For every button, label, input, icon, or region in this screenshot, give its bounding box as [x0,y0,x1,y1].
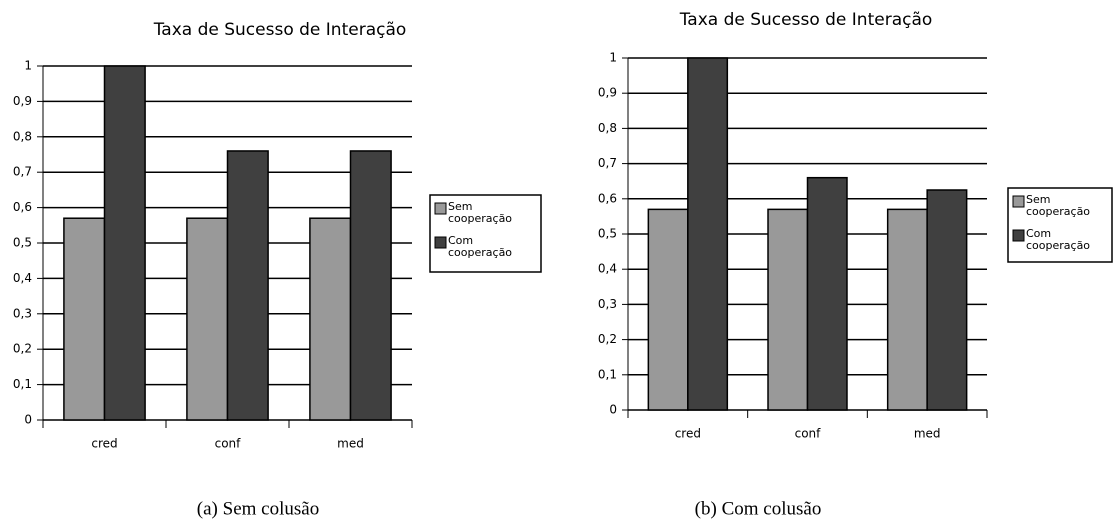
y-tick-label: 0,8 [598,121,617,135]
bar [103,65,146,421]
bar [926,189,968,411]
y-tick-label: 0 [609,403,617,417]
bar [226,150,269,421]
legend-label: Sem cooperação [1026,194,1091,218]
legend-label: Sem cooperação [448,201,513,225]
legend-swatch [434,202,447,215]
x-tick-label: conf [795,427,822,441]
caption: (a) Sem colusão [197,498,319,519]
y-tick-label: 0,1 [13,377,32,391]
bar [767,208,809,411]
bar [806,176,848,411]
x-tick-label: cred [675,427,701,441]
y-tick-label: 0,4 [13,271,32,285]
legend-item: Com cooperação [448,235,513,259]
x-tick-label: cred [91,437,117,451]
y-tick-label: 0,9 [13,94,32,108]
y-tick-label: 0,5 [598,227,617,241]
bar [63,217,106,421]
chart-title: Taxa de Sucesso de Interação [679,10,933,30]
y-tick-label: 1 [24,59,32,73]
y-tick-label: 0,5 [13,236,32,250]
bar [886,208,928,411]
y-tick-label: 0,3 [598,297,617,311]
x-tick-label: med [914,427,941,441]
legend-item: Com cooperação [1026,228,1091,252]
y-tick-label: 0,6 [13,200,32,214]
x-tick-label: med [337,437,364,451]
y-tick-label: 0,2 [13,342,32,356]
legend-swatch [434,236,447,249]
y-tick-label: 0,7 [598,156,617,170]
legend-swatch [1012,229,1025,242]
bar [309,217,352,421]
y-tick-label: 0,3 [13,306,32,320]
legend-swatch [1012,195,1025,208]
caption: (b) Com colusão [695,498,822,519]
y-tick-label: 0,2 [598,332,617,346]
y-tick-label: 0 [24,413,32,427]
legend-box [1007,187,1113,263]
y-tick-label: 0,9 [598,86,617,100]
y-tick-label: 0,4 [598,262,617,276]
y-tick-label: 0,7 [13,165,32,179]
y-tick-label: 1 [609,51,617,65]
y-tick-label: 0,6 [598,191,617,205]
bar [349,150,392,421]
bar [687,57,729,411]
bar [186,217,229,421]
legend-item: Sem cooperação [1026,194,1091,218]
x-tick-label: conf [215,437,242,451]
legend-label: Com cooperação [1026,228,1091,252]
y-tick-label: 0,8 [13,129,32,143]
legend-label: Com cooperação [448,235,513,259]
chart-title: Taxa de Sucesso de Interação [153,20,407,40]
bar [647,208,689,411]
legend-item: Sem cooperação [448,201,513,225]
legend-box [429,194,542,273]
y-tick-label: 0,1 [598,367,617,381]
